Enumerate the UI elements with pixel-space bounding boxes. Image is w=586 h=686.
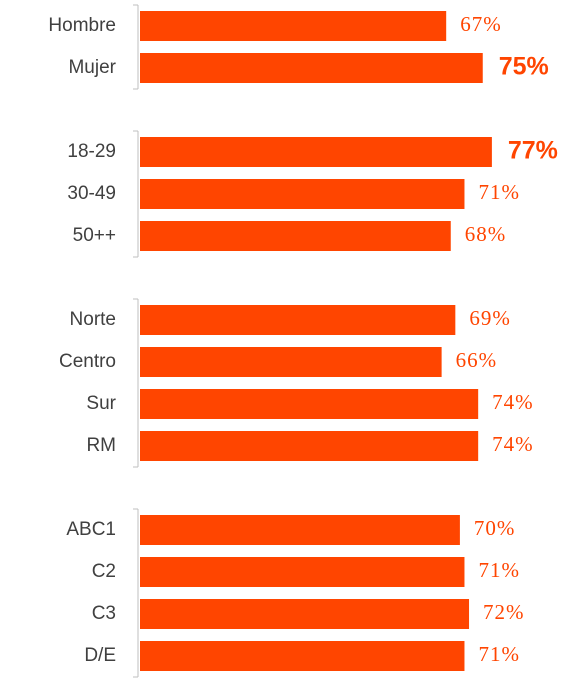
value-label: 71% — [478, 642, 519, 666]
value-label: 68% — [465, 222, 507, 246]
value-label: 77% — [508, 137, 558, 165]
value-label: 69% — [469, 306, 511, 330]
value-label: 74% — [492, 432, 534, 456]
value-label: 74% — [492, 390, 534, 414]
value-label: 67% — [460, 12, 502, 36]
bar — [140, 305, 456, 335]
value-label: 71% — [478, 558, 519, 582]
category-label: Hombre — [48, 15, 116, 36]
category-label: 30-49 — [67, 183, 116, 204]
category-label: 50++ — [73, 225, 116, 246]
category-label: C3 — [92, 603, 116, 624]
value-label: 72% — [483, 600, 525, 624]
category-label: Sur — [86, 393, 116, 414]
bar — [140, 11, 447, 41]
value-label: 75% — [499, 53, 549, 81]
value-label: 66% — [456, 348, 498, 372]
bar — [140, 515, 460, 545]
category-label: C2 — [92, 561, 116, 582]
category-label: Centro — [59, 351, 116, 372]
bar — [140, 431, 479, 461]
bar — [140, 137, 492, 167]
category-label: D/E — [84, 645, 116, 666]
category-label: Norte — [70, 309, 116, 330]
category-label: Mujer — [68, 57, 116, 78]
bar — [140, 221, 451, 251]
bar — [140, 389, 479, 419]
bar — [140, 179, 465, 209]
category-label: ABC1 — [66, 519, 116, 540]
bar — [140, 347, 442, 377]
bar — [140, 641, 465, 671]
value-label: 70% — [474, 516, 516, 540]
bar — [140, 53, 483, 83]
value-label: 71% — [478, 180, 519, 204]
category-label: RM — [86, 435, 116, 456]
bar — [140, 557, 465, 587]
category-label: 18-29 — [67, 141, 116, 162]
bar — [140, 599, 470, 629]
